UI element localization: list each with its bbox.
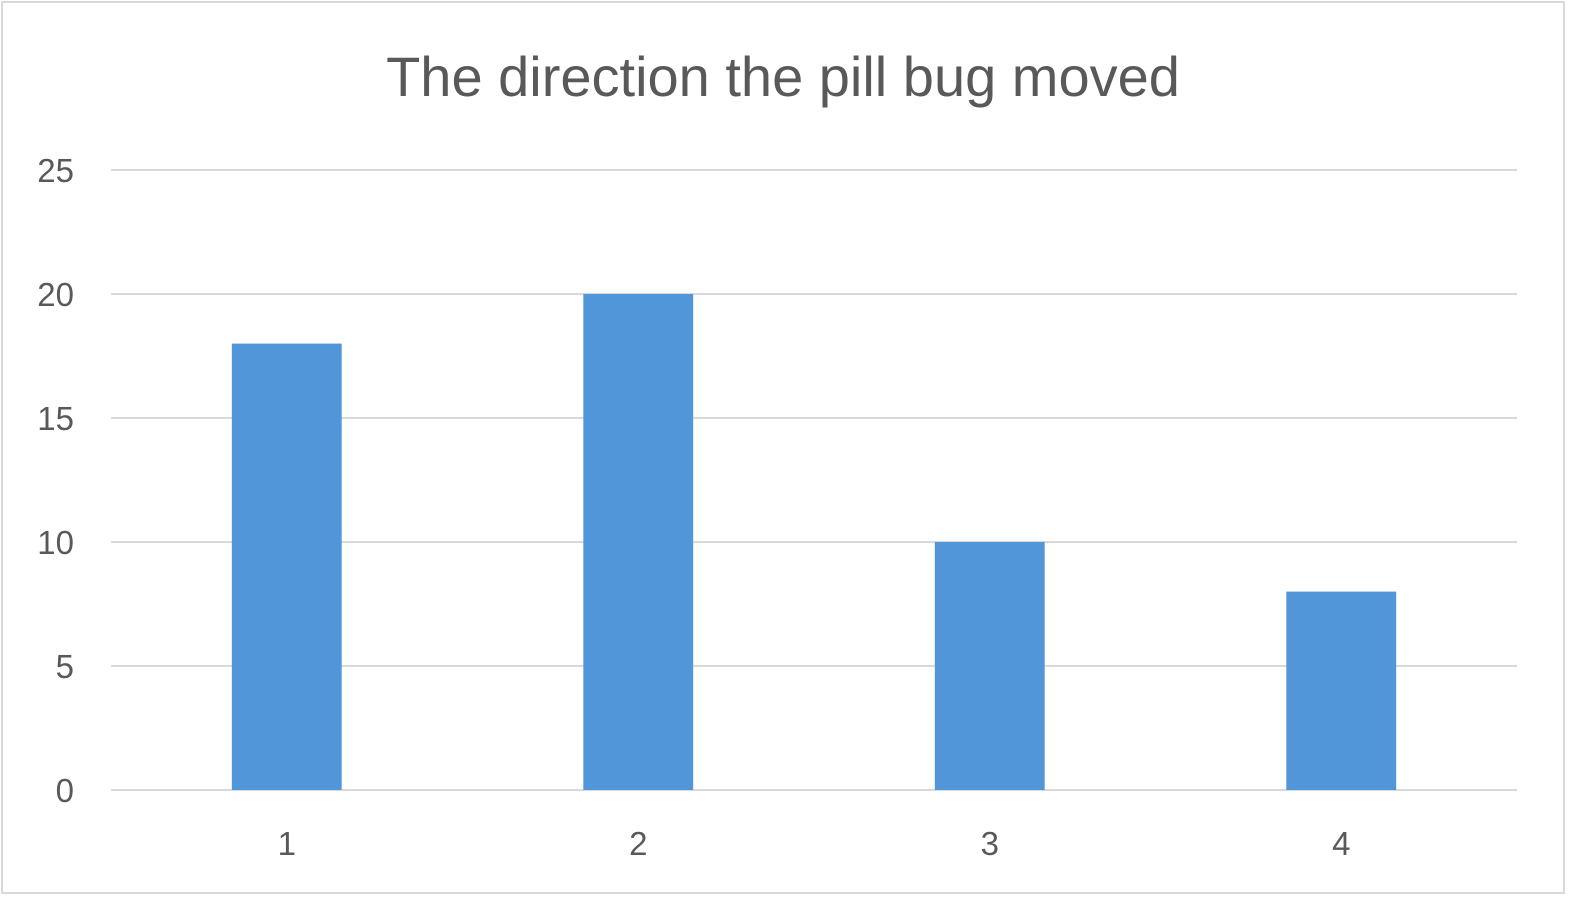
bar-3 [934, 542, 1045, 790]
bars [231, 294, 1397, 790]
x-tick-label: 4 [1332, 825, 1350, 862]
gridlines [111, 169, 1517, 791]
x-tick-label: 2 [629, 825, 647, 862]
y-tick-label: 25 [37, 152, 74, 189]
chart-title: The direction the pill bug moved [386, 45, 1180, 108]
x-tick-label: 3 [981, 825, 999, 862]
bar-1 [231, 343, 342, 790]
bar-4 [1286, 591, 1397, 790]
y-tick-label: 5 [56, 648, 74, 685]
x-tick-label: 1 [278, 825, 296, 862]
y-tick-label: 20 [37, 276, 74, 313]
y-tick-label: 0 [56, 772, 74, 809]
y-tick-label: 15 [37, 400, 74, 437]
y-axis-ticks: 0 5 10 15 20 25 [37, 152, 74, 809]
x-axis-ticks: 1 2 3 4 [278, 825, 1351, 862]
bar-2 [583, 294, 694, 790]
y-tick-label: 10 [37, 524, 74, 561]
